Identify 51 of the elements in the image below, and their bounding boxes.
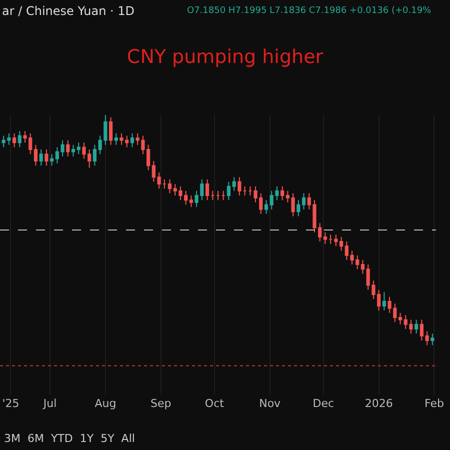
candlestick <box>242 186 247 196</box>
text: 3M 6M YTD 1Y 5Y All <box>4 432 135 445</box>
candlestick <box>44 149 48 166</box>
candlestick <box>39 149 43 166</box>
candlestick <box>216 190 220 201</box>
candlestick <box>34 144 38 166</box>
candlestick <box>360 259 365 274</box>
candlestick <box>328 234 332 244</box>
candlestick <box>210 190 214 201</box>
x-tick-label: Sep <box>150 397 172 410</box>
candlestick <box>108 116 113 146</box>
candlestick <box>264 200 268 214</box>
x-tick-label: Dec <box>312 397 334 410</box>
candlestick <box>302 192 306 210</box>
candlestick <box>50 154 54 166</box>
candlestick <box>189 195 194 208</box>
x-tick-label: Oct <box>204 397 225 410</box>
candlestick <box>92 144 97 166</box>
candlestick <box>168 178 172 194</box>
candlestick <box>425 330 429 346</box>
candlestick <box>130 132 134 148</box>
x-tick-label: Nov <box>259 397 282 410</box>
text: ar / Chinese Yuan · 1D <box>2 4 135 18</box>
candlestick <box>414 319 418 334</box>
x-tick-label: Feb <box>424 397 444 410</box>
x-tick-label: Aug <box>94 397 116 410</box>
candlestick <box>222 190 226 201</box>
candlestick <box>248 186 252 196</box>
candlestick <box>398 312 402 325</box>
candlestick <box>280 186 284 201</box>
candlestick <box>232 176 236 192</box>
candlestick <box>238 176 242 196</box>
candlestick <box>420 319 424 341</box>
candlestick <box>323 232 328 244</box>
candlestick <box>382 292 386 312</box>
chart-title: CNY pumping higher <box>126 46 324 68</box>
candlestick <box>430 333 434 346</box>
candlestick <box>226 181 231 201</box>
candlestick <box>296 200 300 217</box>
candlestick <box>71 144 76 157</box>
candlestick <box>205 178 210 201</box>
text: O7.1850 H7.1995 L7.1836 C7.1986 +0.0136 (+0.19% <box>187 6 432 16</box>
candlestick <box>76 142 80 155</box>
candlestick <box>162 178 166 190</box>
x-tick-label: '25 <box>2 397 20 410</box>
x-tick-label: 2026 <box>364 397 393 410</box>
candlestick <box>114 132 118 146</box>
candlestick <box>12 132 16 148</box>
x-tick-label: Jul <box>42 397 57 410</box>
candlestick <box>66 140 70 157</box>
candlestick <box>18 130 22 148</box>
